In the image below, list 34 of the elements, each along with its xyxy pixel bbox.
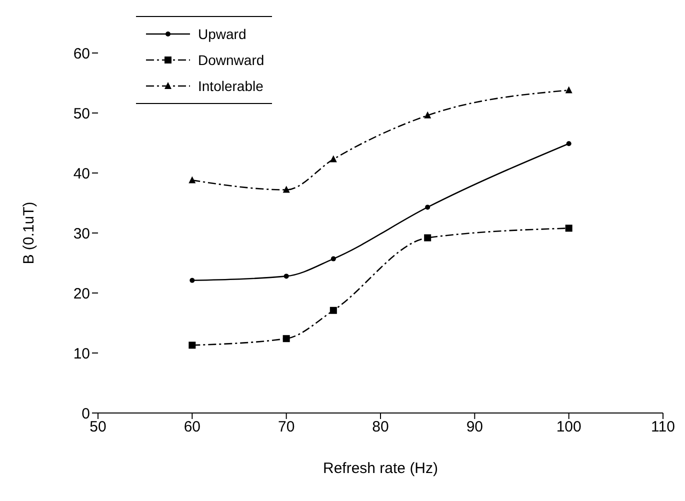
point <box>282 335 290 342</box>
x-tick-label: 100 <box>556 418 582 436</box>
y-tick-label: 10 <box>73 345 90 362</box>
y-tick-label: 50 <box>73 105 90 122</box>
x-tick-label: 80 <box>372 418 389 436</box>
legend-label: Upward <box>198 26 246 42</box>
point <box>565 86 572 94</box>
x-axis-title: Refresh rate (Hz) <box>322 460 438 477</box>
point <box>565 224 572 232</box>
point <box>566 141 572 146</box>
x-tick-label: 70 <box>278 418 295 436</box>
x-tick-label: 110 <box>651 418 675 436</box>
point <box>284 274 289 279</box>
y-tick-label: 40 <box>73 165 90 182</box>
point <box>190 278 195 283</box>
legend-label: Intolerable <box>198 78 264 94</box>
y-tick-label: 0 <box>82 405 90 422</box>
point <box>330 306 337 314</box>
point <box>330 155 337 162</box>
x-tick-label: 60 <box>184 418 201 436</box>
point <box>188 342 196 349</box>
x-tick-label: 50 <box>90 418 106 436</box>
y-tick-label: 30 <box>73 225 90 242</box>
point <box>330 256 336 262</box>
legend-label: Downward <box>198 52 264 68</box>
point <box>425 204 430 210</box>
y-axis-title: B (0.1uT) <box>20 202 38 264</box>
point <box>424 111 432 118</box>
x-tick-label: 90 <box>466 418 484 436</box>
point <box>282 186 290 193</box>
y-tick-label: 60 <box>73 45 90 62</box>
point <box>188 176 196 184</box>
point <box>424 234 432 242</box>
y-tick-label: 20 <box>73 285 90 302</box>
